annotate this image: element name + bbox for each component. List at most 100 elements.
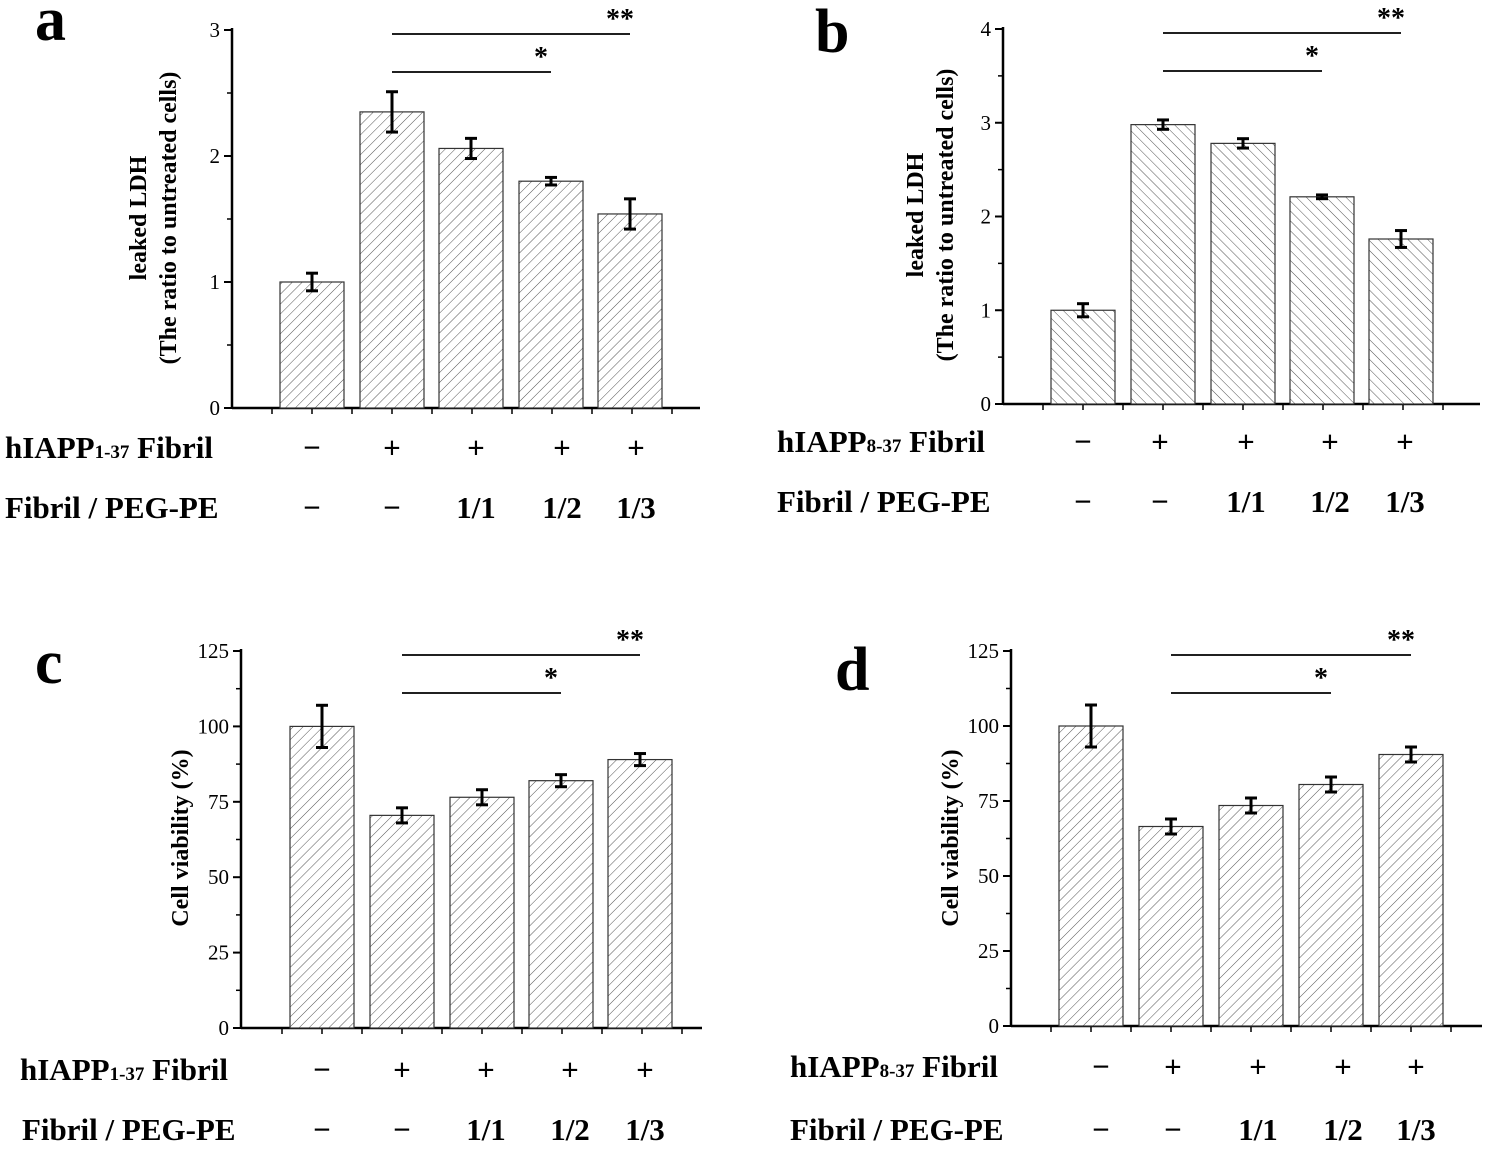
y-tick-label: 75 bbox=[208, 790, 229, 814]
significance-label: * bbox=[534, 42, 548, 73]
row1-label-main: hIAPP bbox=[5, 430, 95, 465]
row1-value: + bbox=[1237, 424, 1255, 459]
bar bbox=[597, 213, 663, 409]
bar bbox=[528, 780, 594, 1029]
bar bbox=[1218, 804, 1284, 1027]
significance-label: * bbox=[1314, 663, 1328, 694]
row1-label: hIAPP8-37 Fibril bbox=[790, 1049, 998, 1084]
y-tick-label: 125 bbox=[968, 639, 1000, 663]
y-tick-label: 4 bbox=[981, 17, 992, 41]
row2-value: 1/3 bbox=[616, 490, 656, 525]
y-axis-label: leaked LDH (The ratio to untreated cells) bbox=[126, 72, 182, 365]
row2-value: 1/1 bbox=[456, 490, 496, 525]
row1-value: + bbox=[1164, 1049, 1182, 1084]
y-tick-label: 100 bbox=[968, 714, 1000, 738]
row1-value: + bbox=[636, 1052, 654, 1087]
row2-value: 1/3 bbox=[1385, 484, 1425, 519]
y-axis-label-line2: (The ratio to untreated cells) bbox=[933, 69, 959, 362]
row1-value: − bbox=[1092, 1049, 1110, 1084]
row1-value: + bbox=[561, 1052, 579, 1087]
y-tick-label: 2 bbox=[981, 205, 992, 229]
row1-label-main: hIAPP bbox=[20, 1052, 110, 1087]
bar bbox=[279, 281, 345, 409]
significance-label: ** bbox=[606, 4, 634, 35]
y-tick-label: 0 bbox=[981, 392, 992, 416]
significance-label: ** bbox=[1377, 3, 1405, 34]
row1-value: + bbox=[393, 1052, 411, 1087]
chart-panel-a: a 0 1 2 3 leaked LDH (The ratio to untreated c… bbox=[5, 0, 700, 525]
panel-letter: a bbox=[35, 0, 66, 54]
y-axis-label-line2: (The ratio to untreated cells) bbox=[156, 72, 182, 365]
y-tick-label: 0 bbox=[219, 1016, 230, 1040]
significance-label: ** bbox=[616, 625, 644, 656]
row1-label-subscript: 8-37 bbox=[867, 436, 902, 457]
bar bbox=[438, 147, 504, 409]
row2-value: 1/2 bbox=[1310, 484, 1350, 519]
row1-value: − bbox=[313, 1052, 331, 1087]
y-axis-label-line1: Cell viability (%) bbox=[168, 749, 194, 926]
row2-label: Fibril / PEG-PE bbox=[777, 484, 991, 519]
row2-value: − bbox=[303, 490, 321, 525]
y-tick-label: 3 bbox=[210, 18, 221, 42]
row2-value: − bbox=[313, 1112, 331, 1147]
row1-label-main: hIAPP bbox=[790, 1049, 880, 1084]
y-tick-label: 50 bbox=[208, 865, 229, 889]
bar bbox=[1289, 196, 1355, 405]
row2-value: 1/2 bbox=[542, 490, 582, 525]
chart-panel-b: b 0 1 2 3 4 leaked LDH (The ratio to untreated … bbox=[777, 0, 1480, 519]
y-tick-label: 0 bbox=[989, 1014, 1000, 1038]
row2-value: 1/2 bbox=[1323, 1112, 1363, 1147]
row2-value: − bbox=[1151, 484, 1169, 519]
row1-value: + bbox=[1407, 1049, 1425, 1084]
row2-value: 1/3 bbox=[625, 1112, 665, 1147]
row1-label-subscript: 1-37 bbox=[110, 1064, 145, 1085]
significance-label: * bbox=[544, 663, 558, 694]
y-tick-label: 1 bbox=[981, 298, 992, 322]
row2-value: − bbox=[1092, 1112, 1110, 1147]
y-axis-label-line1: Cell viability (%) bbox=[938, 749, 964, 926]
y-tick-label: 100 bbox=[198, 714, 230, 738]
row1-value: − bbox=[303, 430, 321, 465]
bar bbox=[1130, 124, 1196, 405]
bar bbox=[1378, 753, 1444, 1027]
row2-value: 1/1 bbox=[1238, 1112, 1278, 1147]
row1-label-main: hIAPP bbox=[777, 424, 867, 459]
y-axis-label: Cell viability (%) bbox=[168, 749, 194, 926]
row2-value: − bbox=[383, 490, 401, 525]
y-tick-label: 3 bbox=[981, 111, 992, 135]
row2-value: − bbox=[393, 1112, 411, 1147]
y-tick-label: 1 bbox=[210, 270, 221, 294]
bar bbox=[518, 180, 584, 409]
row2-value: 1/1 bbox=[466, 1112, 506, 1147]
row1-label-subscript: 1-37 bbox=[95, 442, 130, 463]
bar bbox=[289, 725, 355, 1029]
y-axis-label: leaked LDH (The ratio to untreated cells) bbox=[903, 69, 959, 362]
row1-value: + bbox=[383, 430, 401, 465]
y-tick-label: 125 bbox=[198, 639, 230, 663]
bar bbox=[1138, 825, 1204, 1027]
significance-label: ** bbox=[1387, 625, 1415, 656]
y-tick-label: 0 bbox=[210, 396, 221, 420]
bar bbox=[449, 796, 515, 1029]
y-axis-label-line1: leaked LDH bbox=[903, 152, 929, 277]
bar bbox=[607, 758, 673, 1029]
row1-value: + bbox=[1151, 424, 1169, 459]
row1-value: − bbox=[1074, 424, 1092, 459]
bar bbox=[359, 111, 425, 409]
y-tick-label: 2 bbox=[210, 144, 221, 168]
row1-label-rest: Fibril bbox=[129, 430, 213, 465]
row2-value: 1/2 bbox=[550, 1112, 590, 1147]
panel-letter: b bbox=[815, 0, 849, 66]
row2-value: − bbox=[1074, 484, 1092, 519]
row1-label-rest: Fibril bbox=[144, 1052, 228, 1087]
row1-value: + bbox=[627, 430, 645, 465]
y-axis-label: Cell viability (%) bbox=[938, 749, 964, 926]
row2-label: Fibril / PEG-PE bbox=[790, 1112, 1004, 1147]
panel-letter: d bbox=[835, 636, 869, 704]
row2-label: Fibril / PEG-PE bbox=[22, 1112, 236, 1147]
y-tick-label: 25 bbox=[978, 939, 999, 963]
row1-label: hIAPP8-37 Fibril bbox=[777, 424, 985, 459]
bar bbox=[1050, 309, 1116, 405]
row1-label: hIAPP1-37 Fibril bbox=[20, 1052, 228, 1087]
row1-label-rest: Fibril bbox=[901, 424, 985, 459]
